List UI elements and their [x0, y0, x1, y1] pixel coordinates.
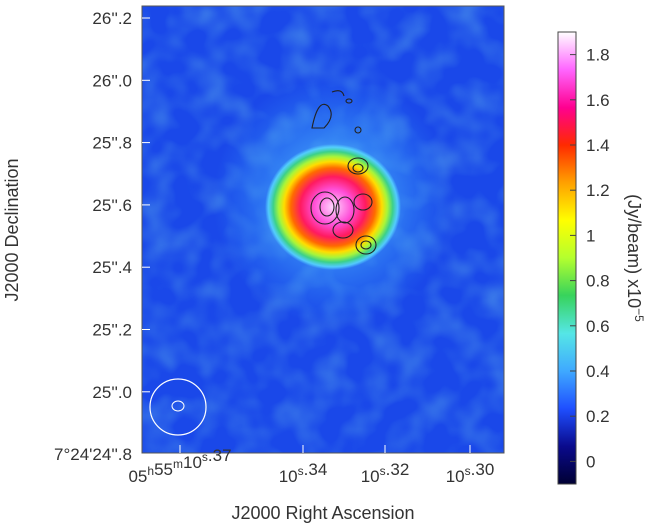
colorbar-tick-label: 0.4	[586, 362, 610, 381]
y-tick-label: 25''.2	[92, 321, 132, 340]
contour-line	[360, 240, 372, 250]
contour-line	[353, 193, 373, 211]
colorbar-tick-label: 1.6	[586, 91, 610, 110]
colorbar-tick-label: 0.6	[586, 317, 610, 336]
y-tick-label: 25''.0	[92, 383, 132, 402]
contour-line	[319, 197, 335, 217]
y-tick-label: 25''.4	[92, 258, 132, 277]
colorbar-tick-label: 0	[586, 452, 595, 471]
y-axis-label: J2000 Declination	[2, 158, 22, 301]
x-tick-label: 10s.34	[279, 460, 328, 486]
contour-line	[347, 157, 369, 175]
colorbar-tick-label: 0.2	[586, 407, 610, 426]
colorbar-tick-label: 1.4	[586, 136, 610, 155]
x-tick-label: 05h55m10s.37	[128, 446, 231, 486]
contour-line	[345, 98, 353, 104]
contour-line	[335, 196, 355, 224]
colorbar-tick-label: 1.2	[586, 181, 610, 200]
plot-frame	[141, 5, 505, 454]
x-axis-label: J2000 Right Ascension	[231, 503, 414, 523]
colorbar-tick-label: 0.8	[586, 272, 610, 291]
contour-line	[332, 221, 354, 239]
x-axis-ticks: 05h55m10s.37 10s.34 10s.32 10s.30	[128, 445, 494, 486]
source-blob	[265, 144, 401, 270]
x-tick-label: 10s.30	[446, 460, 495, 486]
contour-line	[310, 191, 340, 225]
beam-circle	[149, 378, 207, 436]
y-tick-label: 26''.0	[92, 71, 132, 90]
y-tick-label: 26''.2	[92, 9, 132, 28]
contour-line	[355, 235, 377, 255]
colorbar-ticks: 1.8 1.6 1.4 1.2 1 0.8 0.6 0.4 0.2 0	[570, 46, 610, 471]
contour-line	[331, 90, 345, 97]
colorbar-label: (Jy/beam) x10−5	[624, 194, 646, 322]
image-panel	[142, 6, 504, 453]
contour-line	[311, 103, 332, 129]
y-tick-label: 7°24'24''.8	[54, 445, 132, 464]
contour-line	[352, 163, 364, 173]
contour-overlay	[310, 90, 377, 255]
x-tick-label: 10s.32	[361, 460, 410, 486]
y-tick-label: 25''.6	[92, 196, 132, 215]
y-axis-ticks: 26''.2 26''.0 25''.8 25''.6 25''.4 25''.2 25''…	[54, 9, 150, 464]
colorbar-tick-label: 1.8	[586, 46, 610, 65]
y-tick-label: 25''.8	[92, 134, 132, 153]
beam-ellipse	[171, 400, 185, 412]
colorbar-tick-label: 1	[586, 226, 595, 245]
contour-line	[354, 126, 362, 134]
